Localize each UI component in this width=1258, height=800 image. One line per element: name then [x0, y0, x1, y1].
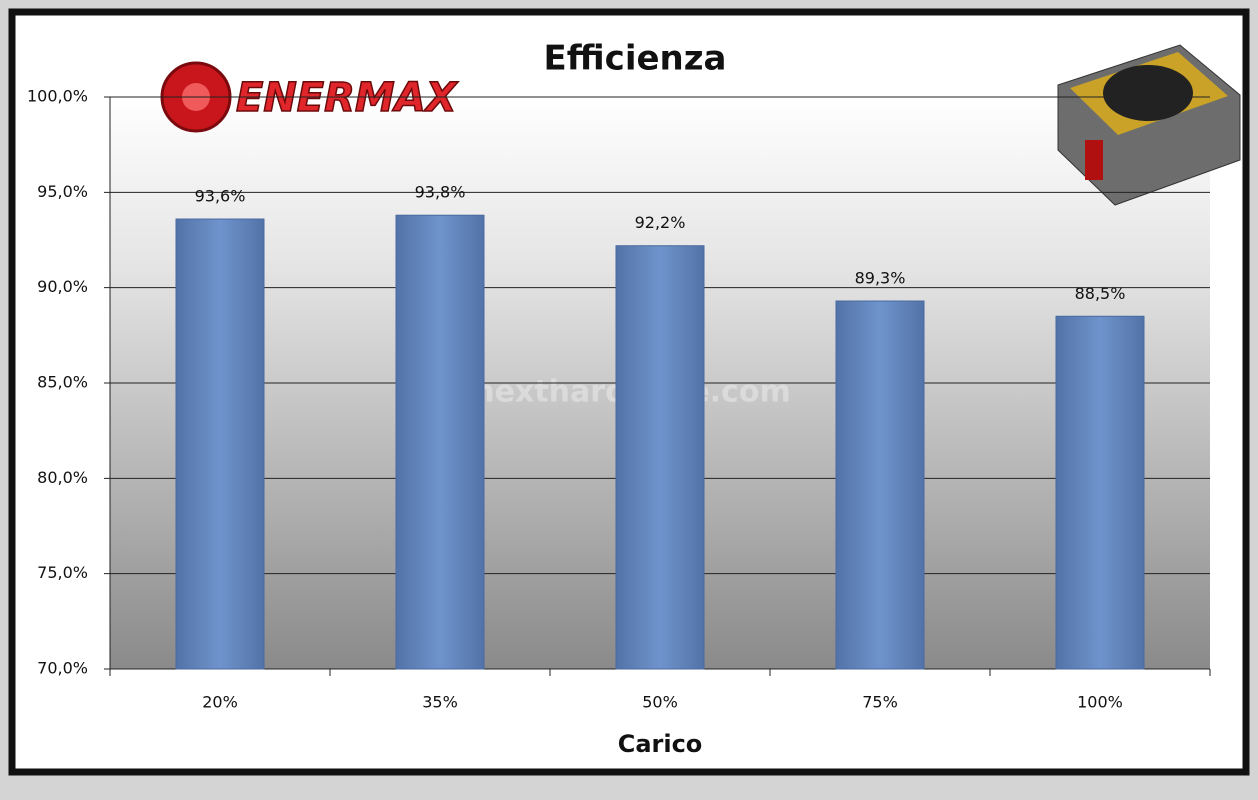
value-label: 89,3%: [855, 269, 906, 288]
product-image: [1057, 44, 1241, 206]
y-tick-label: 75,0%: [37, 563, 88, 582]
chart-title: Efficienza: [544, 39, 727, 79]
psu-connector: [1085, 140, 1103, 180]
y-tick-label: 90,0%: [37, 277, 88, 296]
value-label: 88,5%: [1075, 284, 1126, 303]
bar: [395, 214, 485, 670]
y-tick-label: 85,0%: [37, 373, 88, 392]
x-tick-label: 35%: [422, 693, 458, 712]
value-label: 92,2%: [635, 213, 686, 232]
bar: [615, 245, 705, 670]
value-label: 93,8%: [415, 183, 466, 202]
x-axis-title: Carico: [618, 730, 703, 758]
x-tick-label: 50%: [642, 693, 678, 712]
logo-text: ENERMAX: [236, 75, 459, 121]
bar: [835, 300, 925, 670]
bar: [1055, 315, 1145, 670]
x-tick-label: 20%: [202, 693, 238, 712]
y-tick-label: 80,0%: [37, 468, 88, 487]
y-tick-label: 100,0%: [27, 87, 88, 106]
x-tick-label: 75%: [862, 693, 898, 712]
x-tick-label: 100%: [1077, 693, 1123, 712]
value-label: 93,6%: [195, 187, 246, 206]
psu-fan: [1103, 65, 1193, 121]
bar: [175, 218, 265, 670]
y-tick-label: 70,0%: [37, 659, 88, 678]
y-tick-label: 95,0%: [37, 182, 88, 201]
